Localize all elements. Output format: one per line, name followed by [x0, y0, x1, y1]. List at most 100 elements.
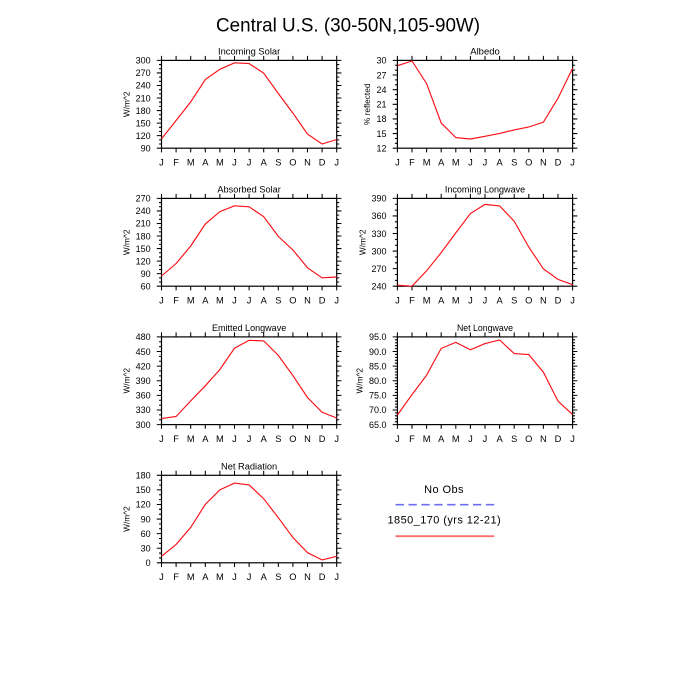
svg-text:J: J — [570, 295, 575, 305]
svg-text:270: 270 — [136, 68, 151, 78]
svg-text:300: 300 — [136, 420, 151, 430]
svg-text:27: 27 — [376, 70, 386, 80]
svg-text:Incoming Longwave: Incoming Longwave — [445, 184, 525, 195]
svg-text:30: 30 — [376, 56, 386, 66]
svg-text:Net Radiation: Net Radiation — [221, 461, 277, 472]
svg-text:60: 60 — [141, 529, 151, 539]
svg-text:J: J — [334, 434, 339, 444]
svg-text:120: 120 — [136, 256, 151, 266]
svg-text:D: D — [319, 572, 326, 582]
svg-text:M: M — [216, 434, 224, 444]
svg-text:J: J — [159, 295, 164, 305]
svg-text:1850_170 (yrs 12-21): 1850_170 (yrs 12-21) — [388, 515, 502, 527]
svg-text:420: 420 — [136, 361, 151, 371]
svg-text:120: 120 — [136, 131, 151, 141]
svg-text:210: 210 — [136, 219, 151, 229]
svg-text:F: F — [173, 572, 179, 582]
svg-text:60: 60 — [141, 281, 151, 291]
svg-text:A: A — [438, 295, 445, 305]
svg-text:J: J — [247, 434, 252, 444]
svg-text:J: J — [395, 157, 400, 167]
svg-text:120: 120 — [136, 500, 151, 510]
svg-text:M: M — [423, 157, 431, 167]
svg-text:Emitted Longwave: Emitted Longwave — [212, 323, 286, 334]
svg-text:J: J — [232, 295, 237, 305]
svg-text:J: J — [395, 295, 400, 305]
svg-text:F: F — [173, 434, 179, 444]
svg-text:S: S — [275, 295, 281, 305]
svg-text:90.0: 90.0 — [369, 347, 387, 357]
svg-text:M: M — [187, 434, 195, 444]
svg-text:85.0: 85.0 — [369, 361, 387, 371]
svg-text:J: J — [483, 295, 488, 305]
svg-text:240: 240 — [136, 206, 151, 216]
svg-text:180: 180 — [136, 106, 151, 116]
svg-text:A: A — [496, 157, 503, 167]
svg-text:30: 30 — [141, 543, 151, 553]
svg-text:24: 24 — [376, 85, 386, 95]
svg-text:330: 330 — [136, 405, 151, 415]
svg-text:150: 150 — [136, 244, 151, 254]
svg-text:J: J — [159, 157, 164, 167]
svg-text:J: J — [483, 434, 488, 444]
svg-text:% reflected: % reflected — [362, 83, 372, 125]
svg-text:480: 480 — [136, 332, 151, 342]
svg-text:A: A — [261, 434, 268, 444]
svg-text:J: J — [468, 434, 473, 444]
svg-text:J: J — [232, 572, 237, 582]
svg-text:W/m^2: W/m^2 — [121, 229, 131, 255]
svg-text:D: D — [319, 295, 326, 305]
svg-text:F: F — [409, 434, 415, 444]
svg-text:M: M — [187, 572, 195, 582]
svg-text:J: J — [247, 572, 252, 582]
svg-text:0: 0 — [146, 558, 151, 568]
svg-text:M: M — [452, 295, 460, 305]
svg-text:A: A — [261, 295, 268, 305]
svg-text:J: J — [334, 572, 339, 582]
svg-text:M: M — [216, 572, 224, 582]
svg-text:S: S — [511, 157, 517, 167]
svg-text:A: A — [496, 434, 503, 444]
svg-text:21: 21 — [376, 100, 386, 110]
svg-text:180: 180 — [136, 231, 151, 241]
svg-text:W/m^2: W/m^2 — [121, 506, 131, 532]
svg-text:J: J — [395, 434, 400, 444]
svg-text:O: O — [525, 295, 532, 305]
svg-text:N: N — [304, 157, 311, 167]
svg-text:A: A — [438, 434, 445, 444]
svg-text:M: M — [452, 434, 460, 444]
svg-text:F: F — [409, 157, 415, 167]
svg-text:90: 90 — [141, 269, 151, 279]
svg-text:300: 300 — [136, 56, 151, 66]
svg-text:M: M — [187, 157, 195, 167]
svg-text:Net Longwave: Net Longwave — [457, 323, 513, 334]
svg-text:O: O — [289, 572, 296, 582]
svg-text:12: 12 — [376, 143, 386, 153]
svg-text:M: M — [452, 157, 460, 167]
svg-text:O: O — [289, 295, 296, 305]
svg-text:O: O — [525, 434, 532, 444]
svg-text:M: M — [216, 295, 224, 305]
svg-text:N: N — [304, 434, 311, 444]
svg-text:D: D — [319, 157, 326, 167]
svg-text:J: J — [247, 295, 252, 305]
svg-text:150: 150 — [136, 485, 151, 495]
svg-text:J: J — [334, 295, 339, 305]
svg-text:70.0: 70.0 — [369, 405, 387, 415]
svg-text:O: O — [525, 157, 532, 167]
svg-text:75.0: 75.0 — [369, 391, 387, 401]
svg-text:W/m^2: W/m^2 — [121, 91, 131, 117]
svg-text:180: 180 — [136, 471, 151, 481]
svg-text:M: M — [423, 295, 431, 305]
svg-text:N: N — [540, 295, 547, 305]
svg-text:Central U.S. (30-50N,105-90W): Central U.S. (30-50N,105-90W) — [216, 15, 480, 37]
svg-text:15: 15 — [376, 129, 386, 139]
svg-text:J: J — [468, 295, 473, 305]
svg-text:390: 390 — [371, 194, 386, 204]
svg-text:S: S — [275, 157, 281, 167]
svg-text:450: 450 — [136, 347, 151, 357]
svg-text:210: 210 — [136, 93, 151, 103]
svg-text:M: M — [423, 434, 431, 444]
svg-text:F: F — [173, 157, 179, 167]
svg-text:N: N — [304, 572, 311, 582]
